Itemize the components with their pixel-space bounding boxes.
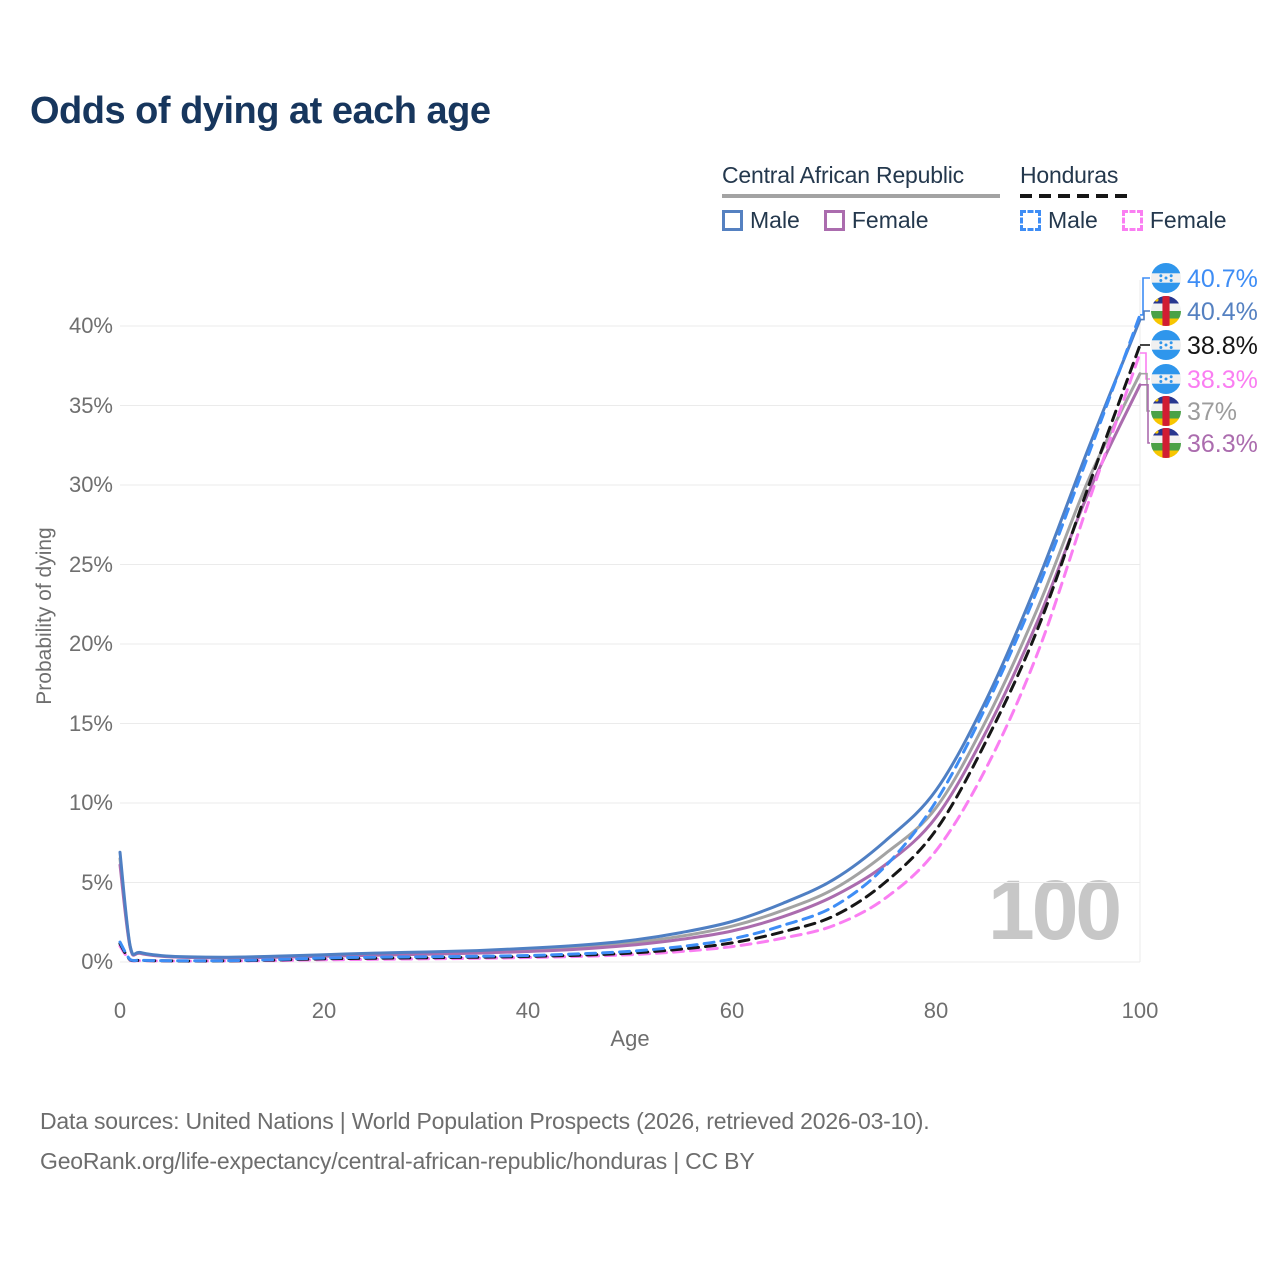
end-label-connector bbox=[1140, 352, 1150, 380]
honduras-flag-icon bbox=[1151, 330, 1181, 360]
end-label-connector bbox=[1140, 277, 1150, 316]
legend-item-honduras-female[interactable]: Female bbox=[1121, 207, 1227, 234]
honduras-flag-icon bbox=[1151, 263, 1181, 293]
end-label-value: 40.7% bbox=[1187, 265, 1258, 293]
legend-item-label: Female bbox=[851, 207, 929, 233]
x-tick-label: 60 bbox=[719, 998, 745, 1023]
y-tick-label: 35% bbox=[68, 392, 113, 418]
legend-item-label: Male bbox=[1048, 207, 1098, 233]
series-line-honduras-female bbox=[118, 351, 1142, 963]
y-tick-label: 0% bbox=[81, 949, 113, 974]
legend-group-title: Central African Republic bbox=[722, 162, 964, 188]
y-tick-label: 10% bbox=[68, 790, 113, 815]
series-lines bbox=[118, 313, 1142, 963]
end-label-value: 40.4% bbox=[1187, 298, 1258, 326]
x-tick-label: 0 bbox=[113, 998, 127, 1023]
car-male-swatch-icon bbox=[722, 210, 743, 231]
series-line-honduras-male bbox=[118, 313, 1142, 963]
y-tick-label: 5% bbox=[81, 869, 113, 895]
footer-url-line: GeoRank.org/life-expectancy/central-afri… bbox=[40, 1148, 755, 1174]
central-african-republic-flag-icon bbox=[1151, 396, 1181, 426]
page-title: Odds of dying at each age bbox=[30, 90, 491, 132]
end-label-value: 38.3% bbox=[1187, 366, 1258, 394]
y-tick-label: 30% bbox=[68, 472, 113, 497]
solid-line-underline bbox=[722, 194, 1000, 198]
x-axis-title: Age bbox=[610, 1026, 650, 1051]
series-line-central-african-republic-male bbox=[118, 318, 1142, 959]
gridlines bbox=[120, 280, 1141, 963]
y-tick-label: 40% bbox=[68, 313, 113, 338]
watermark: 100 bbox=[988, 863, 1122, 957]
central-african-republic-flag-icon bbox=[1151, 428, 1181, 458]
end-label-value: 38.8% bbox=[1187, 332, 1258, 360]
car-female-swatch-icon bbox=[823, 210, 845, 231]
end-label-connector bbox=[1140, 310, 1150, 321]
x-tick-label: 20 bbox=[311, 998, 337, 1023]
honduras-female-swatch-icon bbox=[1121, 210, 1143, 231]
series-line-honduras-both bbox=[118, 343, 1142, 963]
honduras-male-swatch-icon bbox=[1020, 210, 1041, 231]
legend-group-title: Honduras bbox=[1020, 162, 1119, 188]
legend-item-car-female[interactable]: Female bbox=[823, 207, 929, 234]
footer-source-line: Data sources: United Nations | World Pop… bbox=[40, 1108, 930, 1134]
legend-item-honduras-male[interactable]: Male bbox=[1020, 207, 1098, 234]
end-labels: 40.7% 40.4% 38.8% 38.3% 37% 36.3% bbox=[1151, 263, 1258, 458]
end-label-connectors bbox=[1140, 277, 1150, 444]
series-line-central-african-republic-female bbox=[118, 383, 1142, 960]
dashed-line-underline bbox=[1020, 194, 1133, 198]
legend-group-central-african-republic: Central African Republic Male Female bbox=[722, 162, 1000, 234]
honduras-flag-icon bbox=[1151, 364, 1181, 394]
end-label-connector bbox=[1140, 384, 1150, 444]
legend-item-label: Female bbox=[1149, 207, 1227, 233]
x-tick-label: 100 bbox=[1121, 998, 1159, 1023]
series-line-central-african-republic-both bbox=[118, 372, 1142, 960]
x-tick-label: 80 bbox=[923, 998, 949, 1023]
central-african-republic-flag-icon bbox=[1151, 296, 1181, 326]
legend-group-honduras: Honduras Male Female bbox=[1020, 162, 1227, 234]
end-label-value: 37% bbox=[1187, 398, 1237, 426]
y-tick-label: 20% bbox=[68, 631, 113, 656]
x-tick-label: 40 bbox=[515, 998, 541, 1023]
footer: Data sources: United Nations | World Pop… bbox=[40, 1108, 930, 1188]
y-tick-label: 15% bbox=[68, 710, 113, 736]
legend-item-label: Male bbox=[750, 207, 800, 233]
y-tick-label: 25% bbox=[68, 551, 113, 577]
legend-item-car-male[interactable]: Male bbox=[722, 207, 800, 234]
end-label-value: 36.3% bbox=[1187, 430, 1258, 458]
